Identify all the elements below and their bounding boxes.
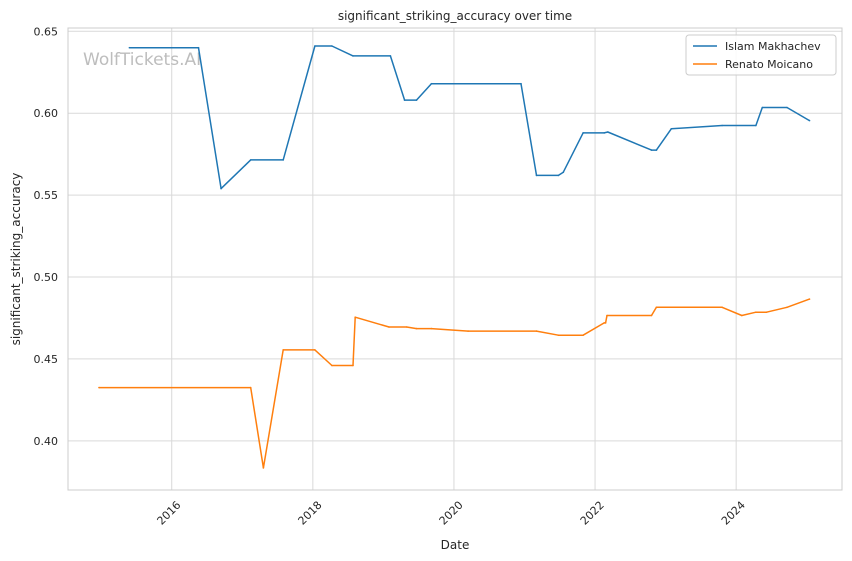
data-point-islam-makhachev bbox=[557, 174, 560, 177]
data-point-renato-moicano bbox=[765, 311, 768, 314]
data-point-islam-makhachev bbox=[655, 149, 658, 151]
data-point-islam-makhachev bbox=[786, 106, 788, 109]
data-point-islam-makhachev bbox=[670, 128, 673, 130]
data-point-renato-moicano bbox=[430, 327, 433, 330]
data-point-renato-moicano bbox=[808, 298, 811, 300]
data-point-renato-moicano bbox=[415, 327, 418, 330]
data-point-renato-moicano bbox=[604, 322, 607, 324]
data-point-renato-moicano bbox=[388, 326, 390, 328]
data-point-islam-makhachev bbox=[607, 131, 609, 133]
data-point-renato-moicano bbox=[606, 314, 608, 317]
data-point-islam-makhachev bbox=[331, 45, 333, 47]
data-point-renato-moicano bbox=[354, 316, 357, 319]
data-point-islam-makhachev bbox=[755, 124, 757, 127]
data-point-renato-moicano bbox=[467, 330, 469, 332]
legend: Islam Makhachev Renato Moicano bbox=[685, 34, 837, 76]
data-point-islam-makhachev bbox=[128, 46, 131, 49]
data-point-islam-makhachev bbox=[415, 99, 418, 101]
data-point-islam-makhachev bbox=[352, 55, 354, 57]
watermark: WolfTickets.AI bbox=[83, 50, 201, 70]
data-point-renato-moicano bbox=[331, 364, 333, 367]
y-tick-label: 0.60 bbox=[34, 107, 59, 120]
data-point-renato-moicano bbox=[282, 349, 285, 351]
data-point-islam-makhachev bbox=[282, 159, 285, 161]
data-point-renato-moicano bbox=[603, 322, 605, 324]
plot-frame bbox=[67, 27, 843, 491]
data-point-renato-moicano bbox=[741, 314, 743, 317]
data-point-renato-moicano bbox=[786, 306, 788, 309]
data-point-renato-moicano bbox=[314, 349, 316, 351]
series-lines bbox=[98, 45, 811, 469]
data-point-renato-moicano bbox=[655, 306, 658, 309]
data-point-islam-makhachev bbox=[430, 82, 433, 85]
y-axis-label: significant_striking_accuracy bbox=[9, 173, 23, 346]
data-point-islam-makhachev bbox=[403, 99, 406, 101]
data-point-islam-makhachev bbox=[314, 45, 316, 47]
chart-title: significant_striking_accuracy over time bbox=[338, 9, 572, 23]
data-point-islam-makhachev bbox=[808, 119, 811, 122]
data-point-islam-makhachev bbox=[562, 171, 565, 173]
data-point-islam-makhachev bbox=[603, 132, 605, 134]
y-tick-label: 0.40 bbox=[34, 435, 59, 448]
x-axis-label: Date bbox=[441, 538, 470, 552]
data-point-renato-moicano bbox=[650, 314, 653, 317]
legend-box bbox=[685, 34, 837, 76]
data-point-islam-makhachev bbox=[721, 124, 723, 127]
data-point-renato-moicano bbox=[582, 334, 584, 337]
data-point-islam-makhachev bbox=[197, 46, 200, 49]
data-point-renato-moicano bbox=[721, 306, 723, 309]
legend-label-islam-makhachev: Islam Makhachev bbox=[725, 40, 821, 53]
data-point-islam-makhachev bbox=[535, 174, 538, 177]
legend-label-renato-moicano: Renato Moicano bbox=[725, 58, 813, 71]
y-tick-label: 0.55 bbox=[34, 189, 59, 202]
data-point-islam-makhachev bbox=[582, 132, 584, 134]
data-point-renato-moicano bbox=[249, 386, 252, 389]
data-point-islam-makhachev bbox=[761, 106, 764, 109]
y-tick-label: 0.50 bbox=[34, 271, 59, 284]
grid bbox=[68, 28, 842, 490]
data-point-islam-makhachev bbox=[520, 82, 522, 85]
data-point-renato-moicano bbox=[405, 326, 408, 328]
data-point-renato-moicano bbox=[557, 334, 560, 337]
data-point-islam-makhachev bbox=[389, 55, 392, 57]
data-point-islam-makhachev bbox=[249, 159, 252, 161]
data-point-renato-moicano bbox=[535, 330, 538, 332]
data-point-renato-moicano bbox=[98, 386, 100, 389]
data-point-renato-moicano bbox=[262, 467, 265, 469]
data-point-renato-moicano bbox=[352, 364, 354, 367]
data-point-renato-moicano bbox=[755, 311, 757, 314]
y-tick-label: 0.65 bbox=[34, 25, 59, 38]
y-tick-label: 0.45 bbox=[34, 353, 59, 366]
data-point-islam-makhachev bbox=[650, 149, 653, 151]
data-point-islam-makhachev bbox=[220, 187, 222, 190]
